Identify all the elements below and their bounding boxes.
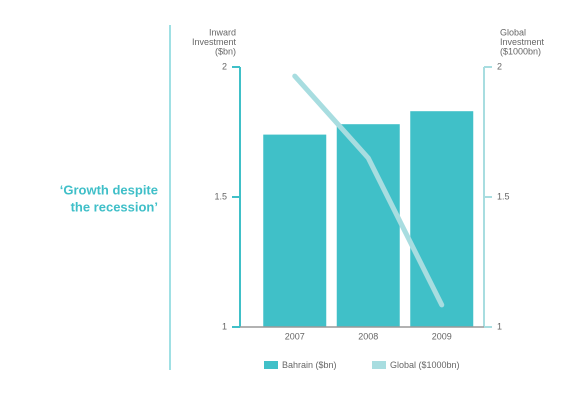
y2-tick-label: 1.5	[497, 191, 510, 201]
legend-label: Global ($1000bn)	[390, 360, 460, 370]
y2-axis-label: ($1000bn)	[500, 46, 541, 56]
y-axis-label: ($bn)	[215, 46, 236, 56]
y2-axis-label: Investment	[500, 37, 545, 47]
bar	[263, 134, 327, 327]
x-tick-label: 2007	[285, 331, 305, 341]
bar	[410, 111, 474, 327]
legend-swatch	[372, 361, 386, 369]
y2-tick-label: 1	[497, 321, 502, 331]
x-tick-label: 2008	[358, 331, 378, 341]
y-tick-label: 1.5	[214, 191, 227, 201]
y-axis-label: Inward	[209, 27, 236, 37]
x-tick-label: 2009	[432, 331, 452, 341]
annotation: the recession’	[71, 199, 158, 214]
line-series	[292, 73, 445, 308]
y-tick-label: 2	[222, 61, 227, 71]
legend-swatch	[264, 361, 278, 369]
y2-tick-label: 2	[497, 61, 502, 71]
y-tick-label: 1	[222, 321, 227, 331]
y2-axis-label: Global	[500, 27, 526, 37]
annotation: ‘Growth despite	[60, 182, 158, 197]
y-axis-label: Investment	[192, 37, 237, 47]
legend-label: Bahrain ($bn)	[282, 360, 337, 370]
